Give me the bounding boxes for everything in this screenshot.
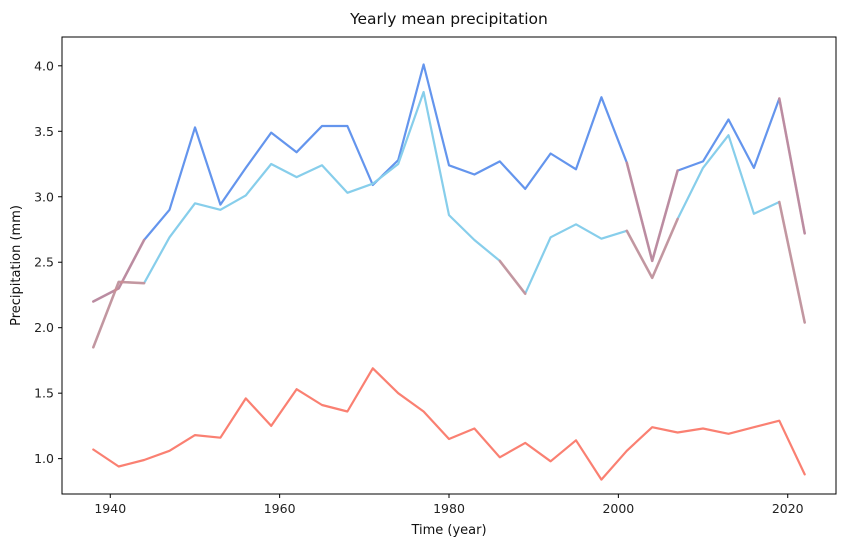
x-tick-label: 1960 (264, 501, 296, 516)
overlay-segment-line (625, 161, 679, 263)
x-tick-label: 1980 (433, 501, 465, 516)
overlay-segment-line (92, 238, 146, 303)
overlay-segment-line (777, 97, 807, 235)
overlay-segment-line (498, 259, 527, 296)
x-tick-label: 2020 (772, 501, 804, 516)
y-tick-label: 2.0 (34, 320, 54, 335)
x-axis-ticks: 1940 1960 1980 2000 2020 (94, 494, 804, 516)
x-axis-title: Time (year) (410, 523, 486, 538)
overlay-segment-line (625, 217, 679, 280)
overlay-segment-line (92, 280, 146, 349)
y-tick-label: 1.0 (34, 451, 54, 466)
series-layer (92, 63, 806, 481)
x-tick-label: 2000 (602, 501, 634, 516)
y-tick-label: 1.5 (34, 386, 54, 401)
y-tick-label: 3.0 (34, 189, 54, 204)
y-tick-label: 4.0 (34, 58, 54, 73)
overlay-segment-line (777, 200, 807, 324)
overlay-layer (92, 97, 807, 349)
y-axis-ticks: 1.0 1.5 2.0 2.5 3.0 3.5 4.0 (34, 58, 62, 466)
y-axis-title: Precipitation (mm) (9, 205, 24, 326)
series-line-1 (92, 63, 806, 303)
series-line-3 (92, 367, 806, 481)
x-tick-label: 1940 (94, 501, 126, 516)
y-tick-label: 2.5 (34, 255, 54, 270)
chart-title: Yearly mean precipitation (349, 10, 548, 28)
series-line-2 (92, 90, 806, 349)
y-tick-label: 3.5 (34, 124, 54, 139)
plot-frame (61, 36, 837, 495)
